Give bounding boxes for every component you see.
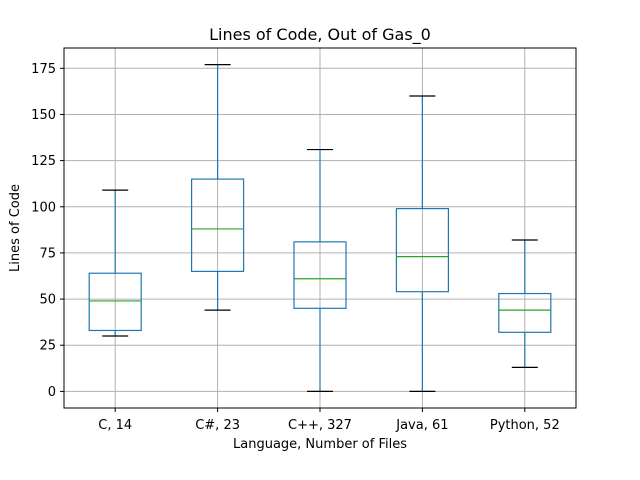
chart-title: Lines of Code, Out of Gas_0 <box>209 25 431 45</box>
box-group <box>88 189 142 337</box>
y-tick-label: 150 <box>31 108 56 123</box>
y-tick-label: 75 <box>39 246 56 261</box>
x-tick-label: C++, 327 <box>288 418 352 433</box>
x-axis-label: Language, Number of Files <box>233 437 407 452</box>
y-tick-label: 50 <box>39 293 56 308</box>
iqr-box <box>191 178 245 272</box>
y-axis-label: Lines of Code <box>8 184 23 272</box>
y-tick-label: 175 <box>31 62 56 77</box>
tick-layer: 0 25 50 75 100 125 150 175 C, 14 C#, 23 C++, 327 Ja… <box>31 62 560 433</box>
box-layer <box>88 64 552 392</box>
x-tick-label: C#, 23 <box>195 418 240 433</box>
iqr-box <box>395 208 449 293</box>
iqr-box <box>88 272 142 332</box>
y-tick-label: 100 <box>31 200 56 215</box>
y-tick-label: 0 <box>48 385 56 400</box>
box-group <box>191 64 245 311</box>
y-tick-label: 125 <box>31 154 56 169</box>
box-group <box>293 148 347 392</box>
x-tick-label: C, 14 <box>98 418 132 433</box>
iqr-box <box>293 241 347 309</box>
y-tick-label: 25 <box>39 339 56 354</box>
x-tick-label: Python, 52 <box>490 418 560 433</box>
box-group <box>498 239 552 368</box>
x-tick-label: Java, 61 <box>395 418 448 433</box>
box-group <box>395 95 449 392</box>
iqr-box <box>498 292 552 333</box>
